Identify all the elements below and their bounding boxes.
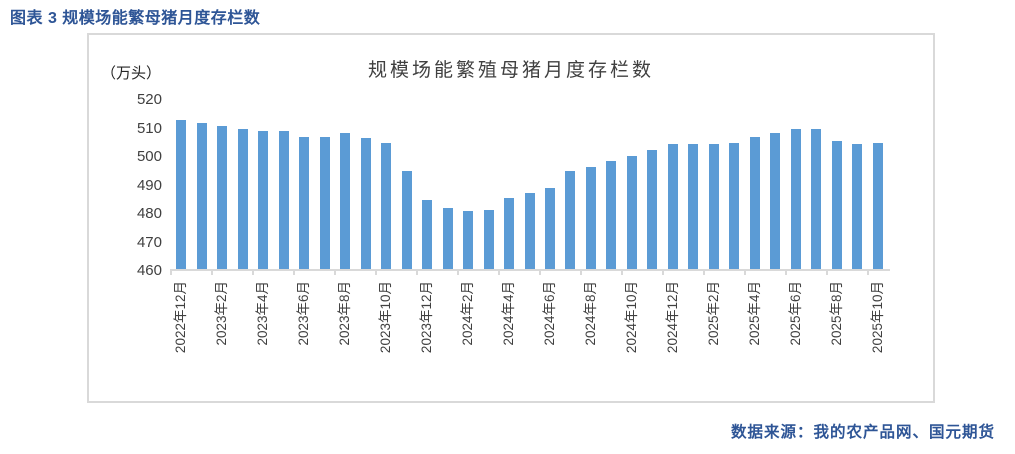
x-tick-mark (497, 269, 500, 275)
y-tick-label: 480 (136, 205, 162, 222)
x-tick-mark (784, 269, 787, 275)
x-tick-label: 2025年6月 (787, 281, 803, 346)
bar (340, 132, 351, 271)
bar (565, 171, 576, 271)
x-tick-label: 2023年10月 (378, 281, 394, 354)
x-tick-label: 2025年8月 (828, 281, 844, 346)
bar (831, 141, 842, 271)
y-tick-label: 520 (136, 91, 162, 108)
x-tick-mark (825, 269, 828, 275)
x-tick-mark (661, 269, 664, 275)
y-axis-unit-label: （万头） (101, 66, 162, 82)
y-tick-label: 460 (136, 262, 162, 279)
bar (606, 161, 617, 271)
bar (524, 192, 535, 271)
x-tick-mark (743, 269, 746, 275)
x-tick-mark (579, 269, 582, 275)
bar (626, 155, 637, 271)
x-tick-mark (374, 269, 377, 275)
y-tick-label: 490 (136, 176, 162, 194)
bar (463, 211, 474, 271)
bar (483, 209, 494, 271)
y-tick-label: 510 (136, 119, 162, 137)
bar (442, 208, 453, 271)
x-tick-label: 2024年2月 (460, 281, 476, 346)
x-tick-mark (333, 269, 336, 275)
bar (422, 199, 433, 271)
bar (749, 137, 760, 271)
chart-title: 规模场能繁殖母猪月度存栏数 (367, 60, 654, 81)
bar (401, 171, 412, 271)
x-tick-mark (702, 269, 705, 275)
x-tick-mark (415, 269, 418, 275)
bar (258, 131, 269, 271)
x-tick-mark (210, 269, 213, 275)
x-axis-line (171, 269, 890, 271)
x-tick-mark (170, 269, 172, 275)
x-tick-label: 2024年4月 (501, 281, 516, 346)
x-tick-label: 2025年4月 (746, 281, 762, 346)
x-tick-label: 2024年12月 (664, 281, 680, 354)
bar (319, 137, 330, 271)
x-tick-mark (620, 269, 623, 275)
y-tick-label: 470 (136, 233, 162, 251)
x-tick-label: 2024年6月 (541, 281, 557, 346)
x-tick-label: 2023年12月 (419, 281, 435, 354)
x-tick-mark (251, 269, 254, 275)
bar (176, 119, 187, 271)
x-tick-label: 2025年2月 (705, 281, 721, 346)
bar (299, 137, 310, 271)
bar (544, 188, 555, 271)
x-tick-label: 2023年4月 (255, 281, 271, 346)
bar (708, 144, 719, 271)
x-tick-label: 2023年6月 (296, 281, 312, 346)
bar (790, 128, 801, 271)
x-tick-label: 2024年10月 (623, 281, 639, 354)
bar (770, 132, 781, 271)
x-tick-label: 2025年10月 (869, 281, 885, 354)
bar (688, 144, 699, 271)
bar (381, 142, 392, 271)
x-tick-mark (456, 269, 459, 275)
bar (278, 131, 289, 271)
bar (811, 128, 822, 271)
figure-caption: 图表 3 规模场能繁母猪月度存栏数 (10, 10, 261, 27)
data-source-note: 数据来源：我的农产品网、国元期货 (730, 424, 995, 441)
bar (504, 198, 514, 271)
bar (647, 149, 658, 271)
x-tick-mark (292, 269, 295, 275)
bar (729, 142, 740, 271)
bar (196, 122, 207, 271)
bar (217, 125, 228, 271)
x-tick-mark (538, 269, 541, 275)
bar (872, 142, 883, 271)
y-tick-label: 500 (136, 148, 162, 165)
bar (585, 166, 596, 271)
x-tick-label: 2024年8月 (582, 281, 598, 346)
x-tick-label: 2023年8月 (337, 281, 353, 346)
bar (667, 144, 678, 271)
bar (237, 128, 248, 271)
x-tick-mark (866, 269, 869, 275)
x-tick-label: 2022年12月 (173, 281, 189, 354)
x-tick-label: 2023年2月 (214, 281, 230, 346)
bar (360, 138, 371, 271)
chart-frame: 规模场能繁殖母猪月度存栏数 （万头） 520 510 500 490 480 470 460… (87, 33, 935, 403)
bar (852, 144, 863, 271)
